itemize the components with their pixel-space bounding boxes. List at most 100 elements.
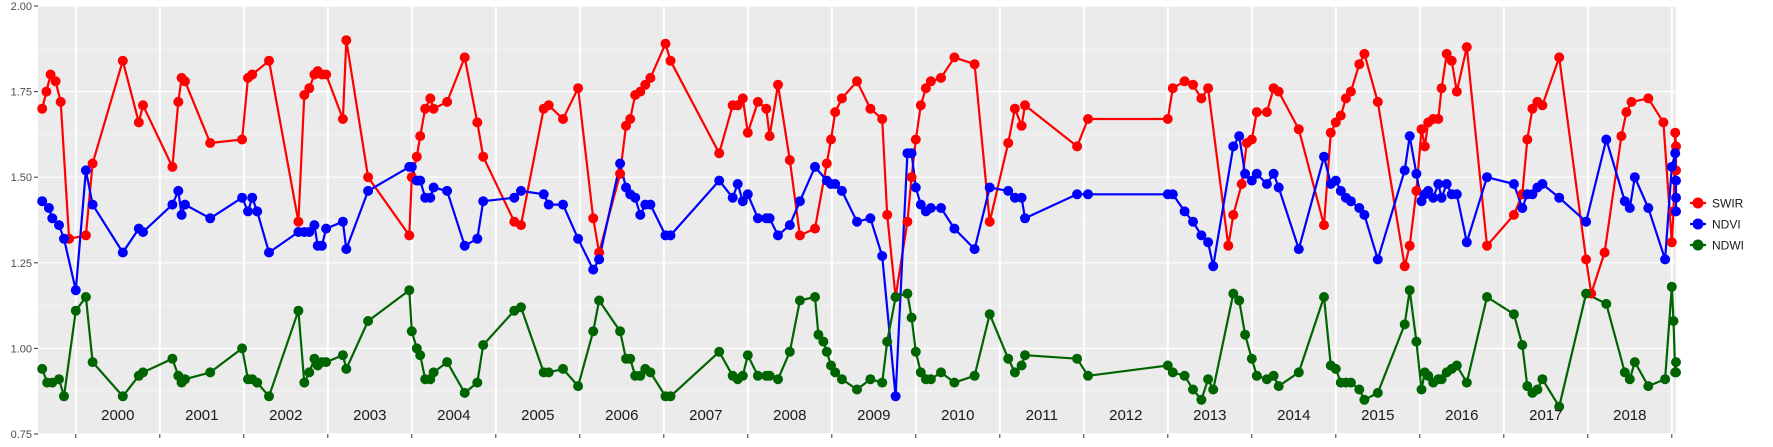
data-point-ndwi — [1240, 329, 1251, 340]
data-point-swir — [1554, 52, 1565, 63]
data-point-ndvi — [890, 391, 901, 402]
year-label: 2018 — [1613, 407, 1646, 424]
data-point-ndwi — [714, 346, 725, 357]
data-point-swir — [411, 151, 422, 162]
data-point-swir — [1188, 79, 1198, 90]
y-tick-label: 2.00 — [11, 1, 32, 13]
data-point-swir — [810, 223, 820, 234]
data-point-ndvi — [877, 251, 888, 261]
data-point-ndvi — [830, 179, 841, 189]
legend-key-point-ndwi — [1692, 239, 1704, 251]
data-point-ndwi — [813, 329, 824, 340]
data-point-ndwi — [337, 350, 348, 361]
data-point-ndwi — [167, 353, 178, 364]
data-point-ndwi — [1416, 384, 1427, 395]
data-point-ndwi — [237, 343, 248, 354]
data-point-swir — [1251, 107, 1262, 118]
data-point-ndvi — [247, 192, 258, 203]
data-point-swir — [1626, 96, 1637, 107]
data-point-ndvi — [43, 203, 54, 213]
data-point-swir — [1446, 55, 1457, 66]
legend: SWIR NDVI NDWI — [1690, 197, 1744, 253]
data-point-ndwi — [1016, 360, 1027, 371]
data-point-ndwi — [625, 353, 636, 364]
data-point-swir — [1416, 124, 1427, 135]
data-point-ndwi — [1532, 384, 1543, 395]
data-point-swir — [902, 216, 913, 227]
data-point-ndvi — [1330, 175, 1341, 186]
data-point-swir — [293, 216, 304, 227]
data-point-ndwi — [1268, 370, 1279, 381]
data-point-ndwi — [615, 326, 626, 337]
data-point-swir — [936, 72, 946, 83]
data-point-swir — [1372, 96, 1383, 107]
data-point-ndvi — [949, 223, 960, 234]
data-point-ndvi — [1293, 244, 1304, 255]
data-point-swir — [1345, 86, 1356, 97]
data-point-swir — [516, 220, 526, 231]
data-point-ndwi — [1273, 381, 1284, 392]
year-label: 2012 — [1109, 407, 1142, 424]
legend-label-swir: SWIR — [1712, 197, 1744, 211]
data-point-swir — [1072, 141, 1083, 152]
data-point-ndvi — [415, 175, 426, 186]
data-point-ndwi — [1009, 367, 1020, 378]
data-point-ndwi — [1083, 370, 1093, 381]
data-point-ndwi — [1293, 367, 1304, 378]
data-point-ndvi — [1208, 261, 1219, 272]
data-point-swir — [984, 216, 995, 227]
y-axis: 0.75 1.00 1.25 1.50 1.75 2.00 — [11, 1, 1673, 441]
data-point-swir — [1083, 114, 1093, 124]
data-point-ndwi — [1234, 295, 1245, 306]
data-point-ndvi — [1319, 151, 1329, 162]
data-point-ndvi — [1359, 209, 1370, 220]
data-point-ndvi — [538, 189, 549, 200]
data-point-swir — [337, 114, 348, 124]
data-point-swir — [55, 96, 66, 107]
data-point-ndvi — [1441, 179, 1452, 189]
data-point-ndvi — [1433, 179, 1444, 189]
data-point-ndwi — [1208, 384, 1219, 395]
data-point-ndwi — [810, 292, 820, 302]
data-point-swir — [784, 155, 795, 166]
data-point-ndvi — [478, 196, 489, 207]
data-point-ndvi — [1671, 206, 1681, 217]
data-point-ndwi — [1629, 357, 1640, 368]
data-point-ndwi — [404, 285, 415, 296]
data-point-swir — [1319, 220, 1329, 231]
y-tick-label: 1.25 — [11, 258, 32, 270]
data-point-swir — [1621, 107, 1632, 118]
data-point-ndwi — [902, 288, 913, 299]
data-point-swir — [665, 55, 676, 66]
data-point-ndvi — [1517, 203, 1528, 213]
year-labels: 2000 2001 2002 2003 2004 2005 2006 2007 2008 2009… — [101, 407, 1646, 424]
year-label: 2016 — [1445, 407, 1478, 424]
data-point-swir — [363, 172, 374, 183]
data-point-ndwi — [1671, 357, 1681, 368]
data-point-ndvi — [1083, 189, 1093, 200]
data-point-ndwi — [1411, 336, 1422, 347]
data-point-ndvi — [363, 185, 374, 196]
data-point-ndwi — [830, 367, 841, 378]
data-point-ndwi — [299, 377, 310, 388]
data-point-ndwi — [890, 292, 901, 302]
data-point-ndvi — [794, 196, 805, 207]
data-point-ndvi — [87, 199, 98, 210]
data-point-swir — [558, 114, 568, 124]
data-point-swir — [821, 158, 832, 169]
data-point-swir — [732, 100, 743, 111]
data-point-ndvi — [1196, 230, 1207, 241]
data-point-ndvi — [1020, 213, 1030, 224]
data-point-ndwi — [1404, 285, 1415, 296]
data-point-ndwi — [1554, 401, 1565, 412]
data-point-swir — [826, 134, 836, 145]
data-point-ndwi — [906, 312, 917, 323]
data-point-ndvi — [752, 213, 763, 224]
data-point-ndwi — [138, 367, 148, 378]
data-point-ndvi — [309, 220, 320, 231]
data-point-swir — [794, 230, 805, 241]
data-point-ndwi — [910, 346, 921, 357]
year-label: 2014 — [1277, 407, 1310, 424]
year-label: 2010 — [941, 407, 974, 424]
